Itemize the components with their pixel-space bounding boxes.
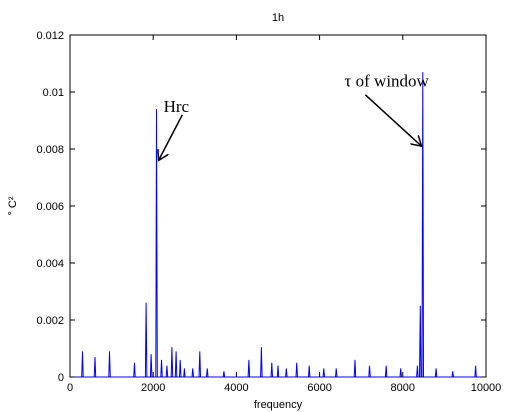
y-tick-label: 0.002 (36, 315, 64, 327)
spectrum-peak-point (295, 361, 298, 364)
spectrum-peak-point (474, 364, 477, 367)
y-tick-label: 0.012 (36, 30, 64, 42)
spectrum-peak-point (145, 301, 148, 304)
spectrum-peak-point (93, 356, 96, 359)
y-tick-label: 0.004 (36, 258, 64, 270)
x-axis: 0 2000 4000 6000 8000 10000 (67, 35, 501, 394)
x-tick-label: 4000 (224, 382, 248, 394)
spectrum-peak-point (155, 108, 158, 111)
spectrum-peak-point (451, 370, 454, 373)
spectrum-peak-point (160, 358, 163, 361)
annotation-hrc-arrow (159, 114, 183, 161)
x-tick-label: 0 (67, 382, 73, 394)
x-tick-label: 2000 (141, 382, 165, 394)
spectrum-peak-point (133, 361, 136, 364)
spectrum-peak-point (206, 367, 209, 370)
spectrum-peak-point (150, 353, 153, 356)
x-tick-label: 8000 (391, 382, 415, 394)
y-tick-label: 0 (58, 372, 64, 384)
x-tick-label: 6000 (307, 382, 331, 394)
x-tick-label: 10000 (471, 382, 502, 394)
spectrum-peak-point (277, 364, 280, 367)
spectrum-peak-point (191, 367, 194, 370)
spectrum-peak-point (198, 350, 201, 353)
spectrum-peak-point (222, 370, 225, 373)
annotations: Hrc τ of window (159, 71, 430, 160)
spectrum-peak-point (335, 367, 338, 370)
spectrum-peak-point (81, 350, 84, 353)
spectrum-peak-point (416, 364, 419, 367)
y-tick-label: 0.006 (36, 201, 64, 213)
y-tick-label: 0.01 (43, 87, 64, 99)
annotation-window-arrow (364, 94, 421, 146)
spectrum-peak-point (165, 364, 168, 367)
spectrum-peak-point (322, 367, 325, 370)
spectrum-peak-point (419, 304, 422, 307)
spectrum-peak-point (260, 346, 263, 349)
spectrum-peak-point (353, 358, 356, 361)
x-axis-label: frequency (254, 399, 303, 411)
spectrum-peak-point (368, 364, 371, 367)
spectrum-peak-point (435, 367, 438, 370)
chart-title: 1h (272, 12, 284, 24)
spectrum-peak-point (285, 367, 288, 370)
spectrum-peak-point (108, 350, 111, 353)
spectrum-peak-point (270, 361, 273, 364)
spectrum-series-line (70, 72, 486, 378)
spectrum-peak-point (247, 358, 250, 361)
annotation-window-label: τ of window (345, 71, 430, 90)
spectrum-peak-point (170, 346, 173, 349)
y-axis-label: ° C² (7, 196, 19, 215)
spectrum-peak-point (175, 350, 178, 353)
spectrum-peak-point (385, 364, 388, 367)
spectrum-peak-point (179, 358, 182, 361)
y-axis: 0 0.002 0.004 0.006 0.008 0.01 0.012 (36, 30, 486, 384)
spectrum-peak-point (308, 364, 311, 367)
spectrum-peak-point (399, 367, 402, 370)
spectrum-peak-point (183, 367, 186, 370)
y-tick-label: 0.008 (36, 144, 64, 156)
annotation-hrc-label: Hrc (164, 97, 190, 116)
